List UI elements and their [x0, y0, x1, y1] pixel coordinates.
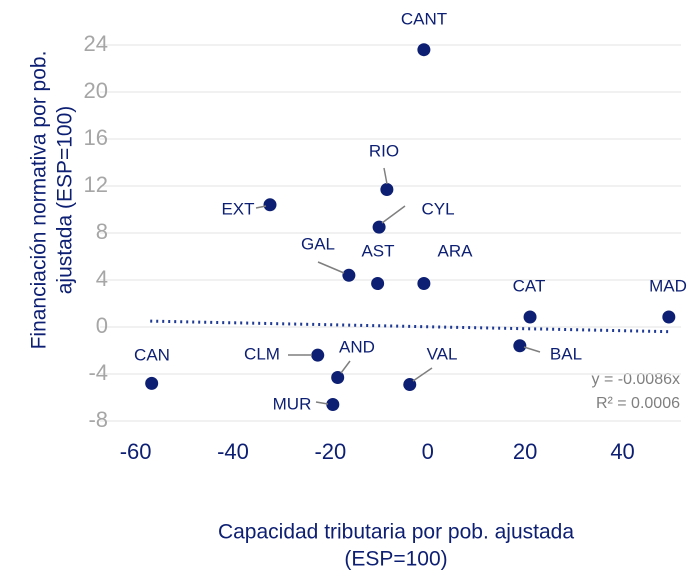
point: [417, 43, 431, 57]
trendline: [150, 319, 672, 334]
point: [372, 220, 386, 234]
leader-line: [523, 346, 541, 353]
point-label: CLM: [244, 344, 280, 363]
y-tick-label: 12: [84, 172, 108, 197]
leader-line: [315, 401, 329, 405]
point: [311, 348, 325, 362]
trend-equation: y = -0.0086x: [592, 371, 681, 388]
leader-line: [412, 367, 433, 382]
x-tick-label: -60: [120, 439, 152, 464]
point: [403, 378, 417, 392]
point: [342, 268, 356, 282]
point: [331, 371, 345, 385]
y-axis-label-line: Financiación normativa por pob.: [28, 51, 51, 350]
point-label: RIO: [369, 141, 399, 160]
point: [380, 183, 394, 197]
y-tick-label: 8: [96, 219, 108, 244]
point: [662, 310, 676, 324]
point: [263, 198, 277, 212]
x-tick-label: -40: [217, 439, 249, 464]
point-label: MAD: [649, 276, 687, 295]
leader-line: [340, 360, 351, 374]
point-label: AST: [361, 241, 394, 260]
y-axis-label-line: ajustada (ESP=100): [54, 106, 77, 295]
y-tick-label: 4: [96, 266, 108, 291]
point-label: CANT: [401, 9, 447, 28]
point-label: ARA: [438, 241, 474, 260]
point: [513, 339, 527, 353]
y-tick-label: 24: [84, 31, 108, 56]
point-label: EXT: [221, 199, 254, 218]
y-tick-label: 0: [96, 313, 108, 338]
point: [326, 398, 340, 412]
leader-line: [317, 261, 345, 274]
x-axis-label-line: Capacidad tributaria por pob. ajustada: [218, 521, 574, 544]
point-label: GAL: [301, 234, 335, 253]
x-tick-label: 0: [422, 439, 434, 464]
y-tick-label: 16: [84, 125, 108, 150]
point: [145, 376, 159, 390]
point-label: BAL: [550, 344, 582, 363]
point: [371, 277, 385, 291]
y-tick-label: -8: [88, 407, 108, 432]
point-label: VAL: [427, 344, 458, 363]
point-label: CYL: [421, 199, 454, 218]
x-tick-label: -20: [314, 439, 346, 464]
y-tick-label: 20: [84, 78, 108, 103]
x-tick-label: 40: [610, 439, 634, 464]
x-tick-label: 20: [513, 439, 537, 464]
point: [523, 310, 537, 324]
point-label: CAN: [134, 345, 170, 364]
point-label: MUR: [273, 394, 312, 413]
leader-line: [381, 205, 406, 224]
y-tick-label: -4: [88, 360, 108, 385]
trend-r2: R² = 0.0006: [596, 395, 680, 412]
leader-line: [255, 205, 267, 209]
point-label: CAT: [513, 276, 546, 295]
point: [417, 277, 431, 291]
point-label: AND: [339, 337, 375, 356]
leader-line: [383, 167, 388, 185]
x-axis-label-line: (ESP=100): [344, 548, 447, 571]
